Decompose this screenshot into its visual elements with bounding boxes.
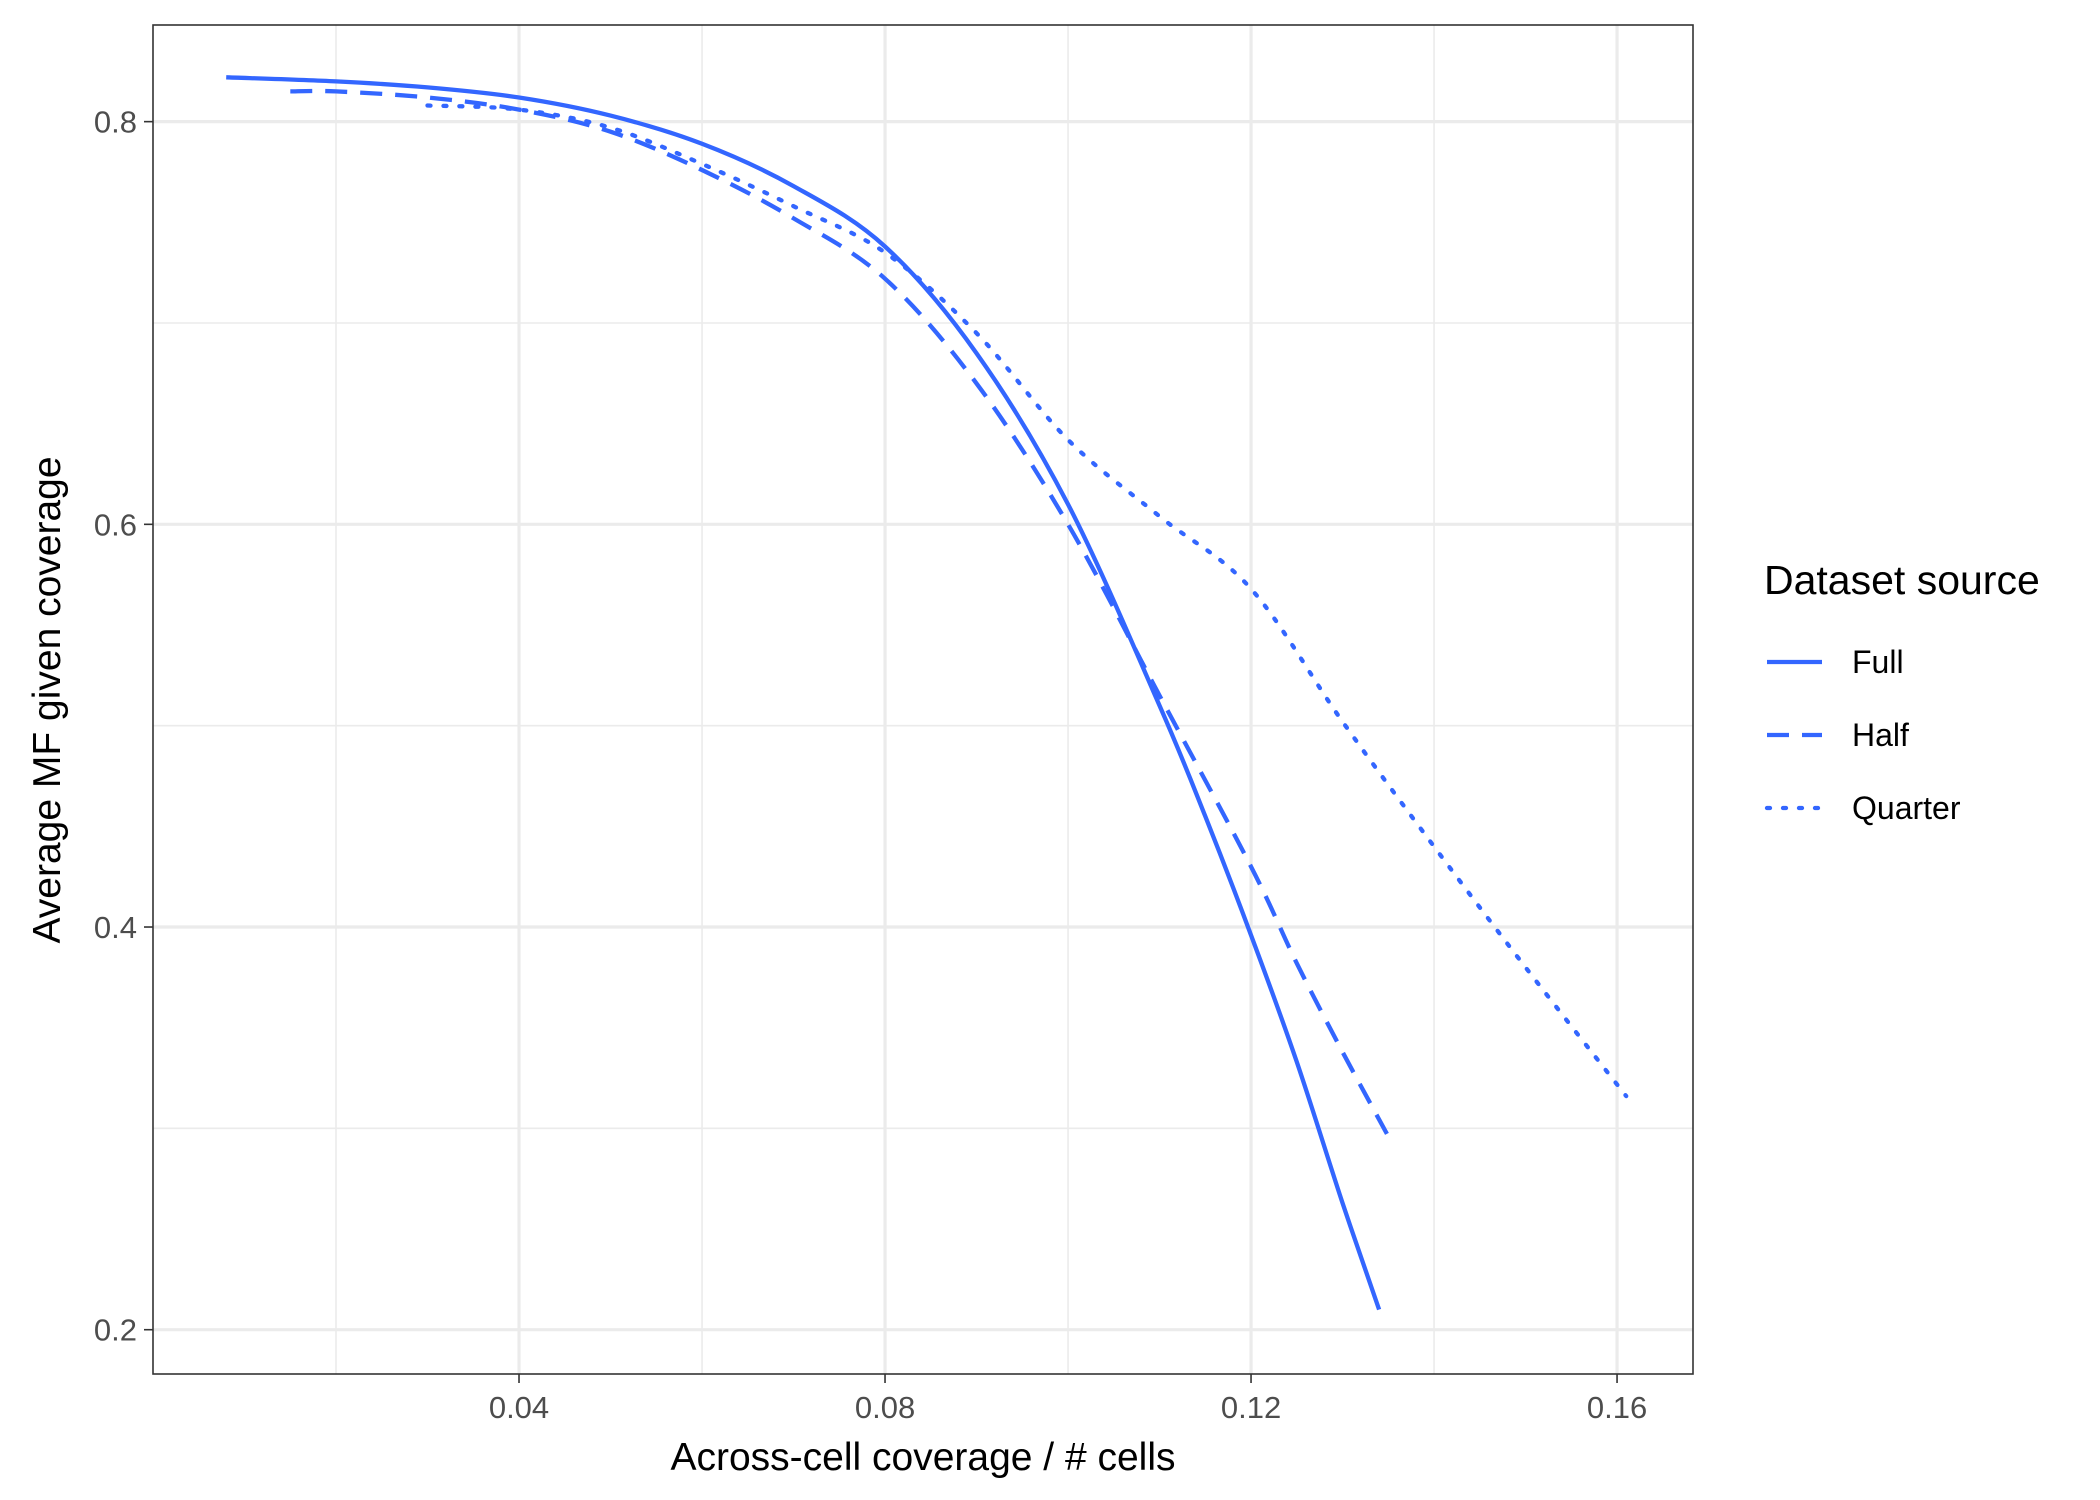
x-tick-label: 0.08 xyxy=(855,1390,915,1425)
x-axis-ticks: 0.04 0.08 0.12 0.16 xyxy=(489,1374,1647,1425)
legend-entries: Full Half Quarter xyxy=(1764,644,1961,826)
plot-panel-border xyxy=(152,24,1694,1375)
y-axis-title: Average MF given coverage xyxy=(26,456,69,943)
series-line-quarter xyxy=(425,103,1629,1099)
legend-label-full: Full xyxy=(1852,644,1904,680)
legend-label-half: Half xyxy=(1852,717,1909,753)
legend-label-quarter: Quarter xyxy=(1852,790,1961,826)
series-line-full xyxy=(226,75,1382,1311)
legend-entry-full: Full xyxy=(1767,644,1904,680)
y-tick-label: 0.6 xyxy=(94,507,137,542)
legend: Dataset source Full Half Quarter xyxy=(1764,557,2040,826)
legend-entry-quarter: Quarter xyxy=(1764,790,1961,826)
y-axis-ticks: 0.2 0.4 0.6 0.8 xyxy=(94,105,153,1348)
series-lines xyxy=(226,75,1629,1311)
axes: 0.04 0.08 0.12 0.16 0.2 0.4 0.6 0.8 Across-cel… xyxy=(26,105,1647,1479)
x-tick-label: 0.16 xyxy=(1587,1390,1647,1425)
x-axis-title: Across-cell coverage / # cells xyxy=(670,1436,1175,1479)
plot-panel-background xyxy=(153,25,1693,1374)
x-tick-label: 0.12 xyxy=(1221,1390,1281,1425)
legend-entry-half: Half xyxy=(1767,717,1909,753)
x-tick-label: 0.04 xyxy=(489,1390,549,1425)
y-tick-label: 0.4 xyxy=(94,910,137,945)
y-tick-label: 0.8 xyxy=(94,105,137,140)
y-tick-label: 0.2 xyxy=(94,1313,137,1348)
legend-title: Dataset source xyxy=(1764,557,2040,603)
series-line-half xyxy=(290,88,1391,1138)
grid xyxy=(153,25,1693,1374)
